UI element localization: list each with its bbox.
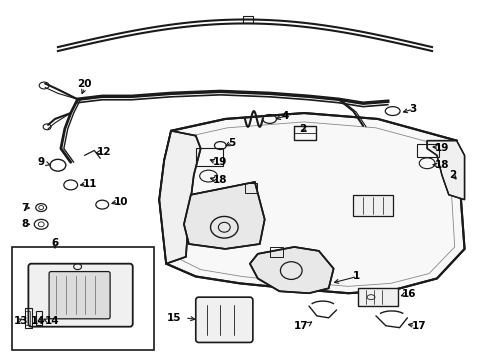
Polygon shape	[159, 113, 464, 293]
Polygon shape	[426, 141, 464, 200]
Text: 5: 5	[228, 138, 235, 148]
Bar	[358, 288, 397, 306]
Bar	[195, 148, 223, 166]
Text: 16: 16	[401, 289, 415, 299]
Bar	[243, 15, 252, 23]
Bar	[269, 247, 283, 257]
Text: 19: 19	[212, 157, 226, 167]
Text: 4: 4	[281, 111, 288, 121]
Bar	[244, 183, 256, 193]
Bar	[12, 247, 154, 350]
Text: 13: 13	[14, 316, 28, 326]
Text: 20: 20	[78, 78, 92, 89]
Text: 8: 8	[21, 219, 29, 229]
Bar	[25, 311, 30, 325]
Polygon shape	[183, 182, 264, 249]
Bar	[25, 308, 32, 328]
Text: 19: 19	[434, 143, 448, 153]
Text: 2: 2	[448, 170, 455, 180]
Bar	[416, 144, 438, 157]
Text: 10: 10	[114, 197, 128, 207]
Bar	[294, 126, 315, 140]
Text: 2: 2	[299, 124, 306, 134]
Text: 14: 14	[30, 316, 45, 326]
FancyBboxPatch shape	[28, 264, 132, 327]
Text: 1: 1	[352, 271, 360, 282]
Text: 9: 9	[38, 157, 45, 167]
Text: 12: 12	[96, 148, 111, 157]
Text: 15: 15	[166, 313, 181, 323]
Text: 11: 11	[82, 179, 97, 189]
FancyBboxPatch shape	[195, 297, 252, 342]
Bar	[36, 311, 42, 325]
Polygon shape	[249, 247, 333, 293]
Text: 6: 6	[51, 238, 59, 248]
Text: 14: 14	[45, 316, 60, 326]
FancyBboxPatch shape	[49, 271, 110, 319]
Text: 17: 17	[410, 321, 425, 331]
Text: 18: 18	[212, 175, 226, 185]
Polygon shape	[159, 131, 200, 264]
Text: 17: 17	[293, 321, 308, 331]
Text: 18: 18	[434, 160, 448, 170]
Bar	[352, 195, 392, 216]
Text: 7: 7	[21, 203, 29, 212]
Text: 3: 3	[408, 104, 416, 114]
